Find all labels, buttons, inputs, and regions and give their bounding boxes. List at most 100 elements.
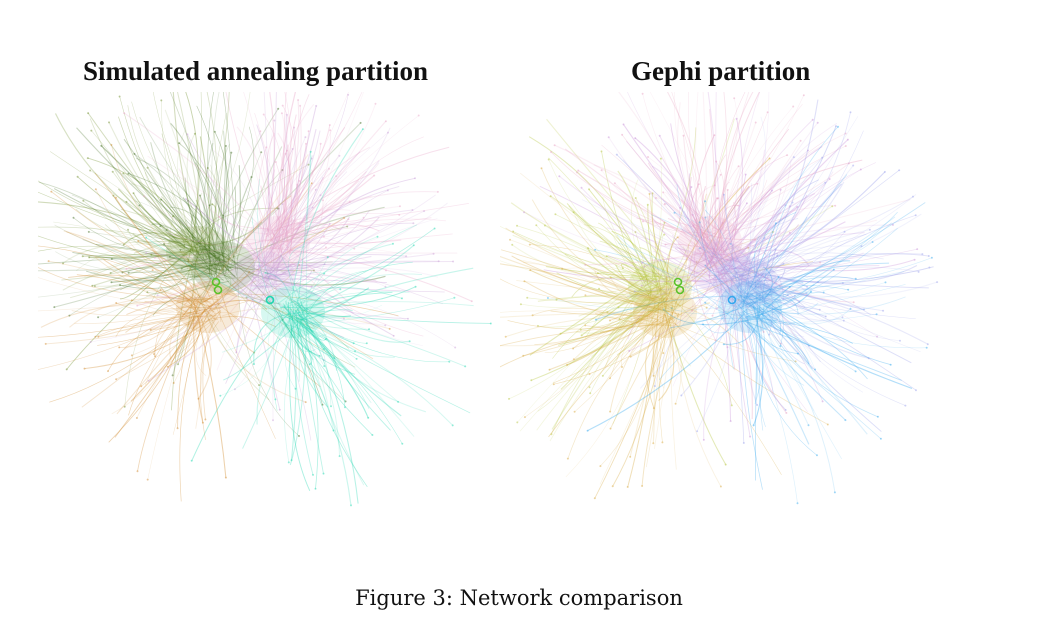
network-edge: [710, 217, 759, 255]
network-node: [606, 311, 609, 314]
network-node: [713, 134, 716, 137]
network-edge: [120, 208, 186, 250]
network-edge: [63, 230, 214, 306]
network-node: [771, 230, 774, 233]
network-node: [88, 256, 91, 259]
network-edge: [692, 225, 716, 264]
network-node: [44, 342, 47, 345]
network-node: [347, 93, 350, 96]
network-edge: [119, 294, 203, 348]
network-edge: [250, 203, 284, 288]
network-node: [622, 267, 624, 270]
network-edge: [280, 94, 310, 253]
network-edge: [260, 216, 350, 277]
network-edge: [289, 303, 314, 475]
network-edge: [651, 216, 716, 281]
network-edge: [756, 249, 776, 283]
network-edge: [84, 240, 203, 277]
network-node: [868, 228, 871, 231]
network-node: [156, 294, 159, 297]
network-edge: [199, 195, 217, 280]
network-node: [323, 365, 326, 368]
network-edge: [283, 304, 313, 365]
network-node: [536, 324, 539, 327]
network-node: [343, 317, 345, 320]
network-node: [145, 252, 148, 254]
network-node: [640, 284, 643, 287]
network-node: [745, 202, 748, 205]
network-edge: [152, 92, 214, 251]
network-node: [641, 485, 644, 487]
network-node: [892, 223, 894, 226]
network-edge: [76, 240, 206, 272]
network-node: [110, 258, 113, 260]
network-edge: [723, 194, 748, 270]
network-edge: [531, 199, 670, 301]
network-edge: [706, 256, 821, 264]
network-node: [652, 374, 655, 377]
network-node: [143, 195, 146, 198]
network-edge: [609, 304, 675, 321]
network-edge: [597, 271, 656, 284]
network-edge: [721, 287, 747, 318]
network-edge: [500, 260, 652, 301]
network-node: [436, 190, 439, 193]
network-edge: [208, 186, 274, 269]
network-edge: [205, 313, 306, 403]
network-edge: [662, 192, 708, 251]
network-edge: [177, 272, 235, 277]
network-node: [323, 359, 325, 362]
network-node: [348, 200, 351, 203]
network-edge: [560, 286, 667, 335]
network-edge: [172, 306, 201, 435]
network-edge: [500, 255, 675, 319]
network-edge: [581, 199, 752, 283]
network-edge: [86, 270, 213, 282]
network-edge: [265, 272, 296, 324]
network-edge: [202, 280, 257, 300]
network-edge: [280, 303, 372, 404]
network-edge: [204, 311, 247, 334]
network-edge: [671, 234, 707, 263]
network-edge: [268, 120, 276, 270]
network-edge: [145, 237, 295, 322]
network-edge: [209, 208, 279, 273]
network-edge: [659, 309, 665, 388]
network-node: [818, 308, 821, 311]
network-node: [121, 271, 124, 274]
network-node: [586, 247, 589, 250]
network-edge: [754, 312, 842, 460]
network-node: [663, 221, 666, 224]
network-edge: [674, 264, 716, 278]
network-edge: [581, 187, 735, 268]
network-edge: [257, 147, 267, 232]
network-edge: [679, 193, 707, 327]
network-edge: [742, 297, 763, 490]
network-edge: [285, 120, 387, 247]
network-edge: [288, 246, 306, 317]
network-edge: [564, 253, 655, 300]
network-edge: [252, 218, 438, 288]
network-edge: [581, 278, 656, 336]
network-edge: [576, 298, 665, 334]
network-node: [83, 367, 86, 370]
network-edge: [721, 249, 810, 267]
network-node: [81, 255, 84, 258]
network-edge: [250, 266, 309, 283]
network-edge: [562, 267, 670, 321]
network-edge: [87, 112, 200, 257]
network-edge: [276, 233, 412, 256]
network-edge: [247, 266, 325, 361]
network-node: [796, 205, 799, 208]
network-edge: [745, 312, 806, 327]
network-edge: [594, 300, 678, 499]
network-edge: [719, 206, 798, 273]
network-edge: [745, 269, 835, 319]
network-edge: [182, 197, 212, 264]
network-node: [768, 333, 771, 336]
network-edge: [287, 305, 402, 417]
network-edge: [701, 186, 715, 248]
network-edge: [153, 294, 194, 355]
network-edge: [704, 302, 753, 316]
network-node: [613, 182, 616, 185]
